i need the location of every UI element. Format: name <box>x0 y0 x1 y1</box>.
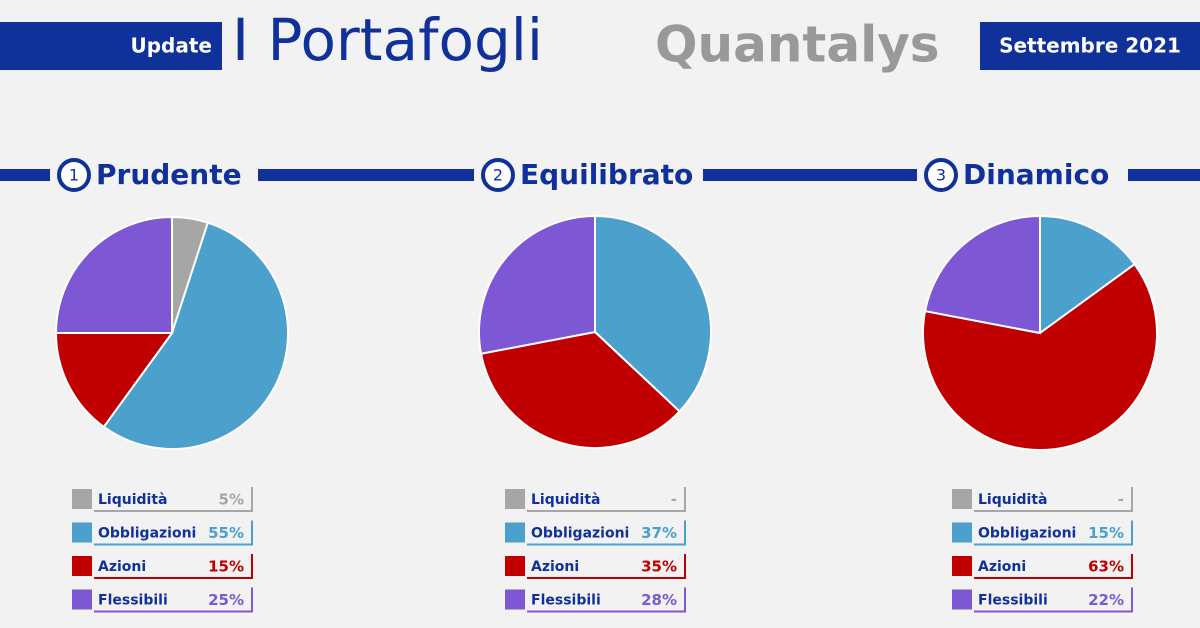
chart-title: Equilibrato <box>520 158 693 191</box>
legend-border <box>527 587 686 613</box>
pie-slice <box>54 332 174 429</box>
legend-border <box>974 520 1133 546</box>
legend-label: Azioni <box>98 559 146 575</box>
value-label: 5% <box>219 491 244 509</box>
header-bar-left <box>0 22 222 70</box>
legend-border <box>974 554 1133 579</box>
legend-border <box>527 487 686 512</box>
legend-border <box>94 487 253 512</box>
pie-slice <box>479 330 681 449</box>
legend-label: Azioni <box>978 559 1026 575</box>
value-label: - <box>671 491 677 509</box>
pie-slice <box>102 221 289 450</box>
legend-border <box>527 520 686 546</box>
pie-slice <box>922 262 1158 451</box>
legend-label: Flessibili <box>531 593 601 609</box>
pie-slice <box>478 214 596 355</box>
badge-number: 1 <box>69 166 79 185</box>
badge-circle <box>924 158 958 192</box>
pie-slice <box>54 215 173 334</box>
legend-border <box>94 520 253 546</box>
badge-number: 3 <box>936 166 946 185</box>
legend-swatch <box>505 489 525 509</box>
legend-label: Liquidità <box>98 492 167 508</box>
value-label: - <box>1118 491 1124 509</box>
legend-swatch <box>505 589 525 610</box>
badge-circle <box>57 158 91 192</box>
badge-circle <box>481 158 515 192</box>
legend-label: Flessibili <box>98 593 168 609</box>
value-label: 22% <box>1088 591 1124 609</box>
legend-swatch <box>72 489 92 509</box>
header-logo: Quantalys <box>655 16 940 74</box>
legend-swatch <box>952 589 972 610</box>
value-label: 55% <box>208 524 244 542</box>
legend-swatch <box>952 489 972 509</box>
legend-swatch <box>952 522 972 543</box>
chart-title: Dinamico <box>963 158 1109 191</box>
legend-swatch <box>72 589 92 610</box>
header-title: I Portafogli <box>232 6 543 74</box>
legend-border <box>94 554 253 579</box>
value-label: 37% <box>641 524 677 542</box>
legend-border <box>974 587 1133 613</box>
header-bar-right <box>980 22 1200 70</box>
legend-swatch <box>505 522 525 543</box>
value-label: 28% <box>641 591 677 609</box>
value-label: 15% <box>208 558 244 576</box>
legend-label: Liquidità <box>531 492 600 508</box>
pie-slice <box>594 214 712 413</box>
pie-slice <box>923 214 1041 335</box>
value-label: 25% <box>208 591 244 609</box>
legend-swatch <box>72 556 92 576</box>
legend-label: Flessibili <box>978 593 1048 609</box>
legend-border <box>974 487 1133 512</box>
header-date: Settembre 2021 <box>999 34 1181 58</box>
legend-border <box>527 554 686 579</box>
legend-label: Liquidità <box>978 492 1047 508</box>
legend-label: Obbligazioni <box>98 526 196 542</box>
legend-label: Obbligazioni <box>531 526 629 542</box>
legend-label: Azioni <box>531 559 579 575</box>
header-left: Update <box>131 34 213 58</box>
value-label: 63% <box>1088 558 1124 576</box>
legend-swatch <box>505 556 525 576</box>
legend-swatch <box>952 556 972 576</box>
badge-number: 2 <box>493 166 503 185</box>
legend-swatch <box>72 522 92 543</box>
value-label: 15% <box>1088 524 1124 542</box>
pie-slice <box>1039 214 1137 335</box>
legend-border <box>94 587 253 613</box>
chart-title: Prudente <box>96 158 242 191</box>
legend-label: Obbligazioni <box>978 526 1076 542</box>
value-label: 35% <box>641 558 677 576</box>
